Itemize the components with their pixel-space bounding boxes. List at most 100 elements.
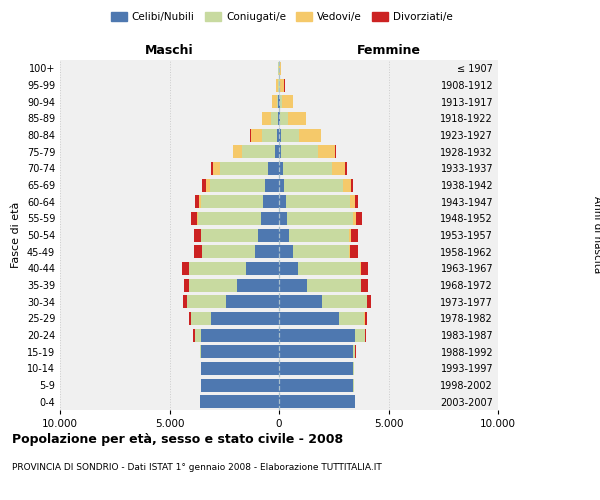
Bar [279,128,281,141]
Bar [200,345,201,358]
Bar [279,262,298,275]
Bar [279,345,353,358]
Bar [339,312,364,325]
Bar [287,212,353,225]
Bar [262,212,279,225]
Bar [194,228,200,241]
Text: PROVINCIA DI SONDRIO - Dati ISTAT 1° gennaio 2008 - Elaborazione TUTTITALIA.IT: PROVINCIA DI SONDRIO - Dati ISTAT 1° gen… [12,462,382,471]
Bar [283,162,332,175]
Y-axis label: Fasce di età: Fasce di età [11,202,21,268]
Bar [202,178,206,192]
Bar [279,95,280,108]
Bar [255,245,279,258]
Bar [220,162,268,175]
Bar [353,345,355,358]
Bar [251,128,262,141]
Bar [279,245,293,258]
Bar [279,212,287,225]
Bar [279,362,353,375]
Legend: Celibi/Nubili, Coniugati/e, Vedovi/e, Divorziati/e: Celibi/Nubili, Coniugati/e, Vedovi/e, Di… [107,8,457,26]
Bar [350,245,358,258]
Bar [346,162,347,175]
Bar [242,145,275,158]
Text: Anni di nascita: Anni di nascita [592,196,600,274]
Bar [355,195,358,208]
Bar [360,262,361,275]
Bar [353,212,356,225]
Bar [355,328,365,342]
Bar [193,328,194,342]
Bar [263,195,279,208]
Bar [194,245,202,258]
Bar [201,228,258,241]
Bar [211,312,279,325]
Bar [201,195,263,208]
Bar [246,262,279,275]
Bar [199,195,201,208]
Bar [262,112,271,125]
Bar [201,378,279,392]
Bar [281,128,299,141]
Bar [262,128,277,141]
Bar [275,145,279,158]
Bar [194,328,201,342]
Bar [279,145,281,158]
Bar [271,112,278,125]
Bar [280,95,281,108]
Bar [191,312,211,325]
Bar [286,195,350,208]
Bar [276,78,278,92]
Bar [277,95,278,108]
Bar [365,312,367,325]
Bar [322,295,367,308]
Bar [233,145,242,158]
Bar [289,228,349,241]
Bar [279,178,284,192]
Bar [201,362,279,375]
Bar [226,295,279,308]
Bar [279,312,339,325]
Bar [367,295,371,308]
Bar [279,328,355,342]
Bar [187,295,226,308]
Bar [189,312,191,325]
Bar [350,195,355,208]
Bar [281,145,317,158]
Bar [298,262,360,275]
Bar [280,78,284,92]
Bar [206,178,210,192]
Bar [189,262,246,275]
Bar [280,62,281,75]
Bar [191,212,197,225]
Bar [189,278,238,291]
Bar [349,245,350,258]
Bar [278,95,279,108]
Bar [202,245,255,258]
Bar [279,395,355,408]
Bar [279,378,353,392]
Bar [210,178,265,192]
Bar [279,228,289,241]
Bar [289,112,306,125]
Bar [351,228,358,241]
Bar [279,112,280,125]
Bar [278,112,279,125]
Bar [332,162,346,175]
Bar [201,328,279,342]
Bar [293,245,349,258]
Bar [284,178,343,192]
Bar [361,262,368,275]
Bar [197,212,198,225]
Bar [279,278,307,291]
Bar [343,178,351,192]
Bar [277,128,279,141]
Bar [335,145,336,158]
Bar [182,262,189,275]
Bar [279,162,283,175]
Bar [200,228,201,241]
Bar [317,145,335,158]
Bar [351,178,353,192]
Bar [184,278,189,291]
Bar [268,162,279,175]
Bar [365,328,366,342]
